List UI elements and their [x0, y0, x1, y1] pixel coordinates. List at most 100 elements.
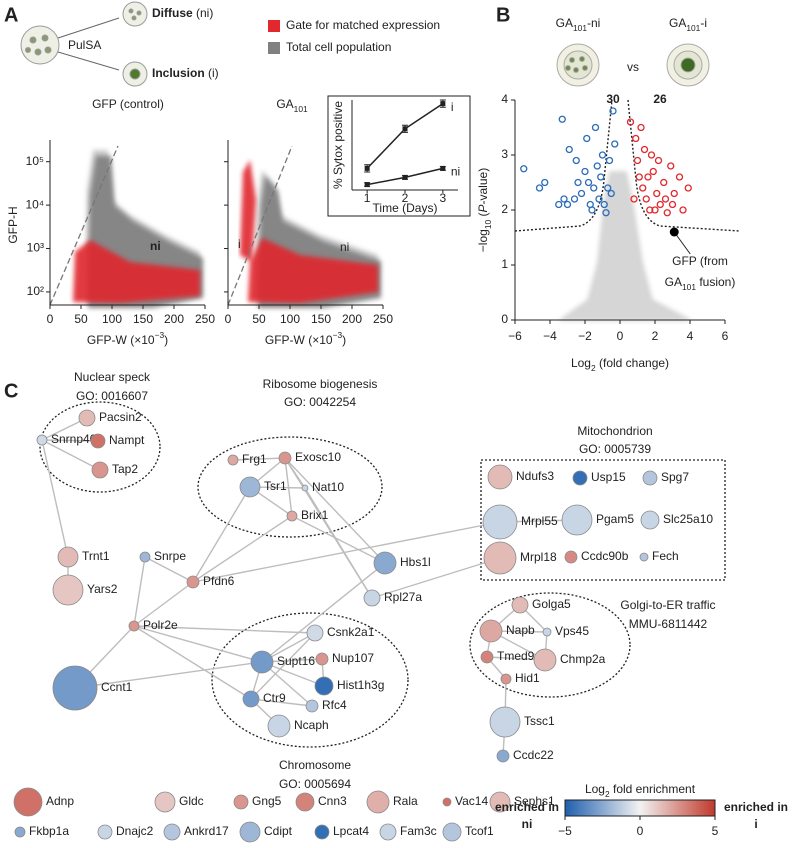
protein-point	[581, 167, 589, 176]
protein-node	[13, 787, 43, 817]
series-label: i	[451, 100, 454, 114]
x-tick-label: 0	[617, 329, 624, 343]
text-run: fusion)	[696, 275, 735, 289]
node-label: Tmed9	[497, 649, 535, 663]
node-label: Snrnp40	[51, 432, 97, 446]
node-label: Ccdc90b	[581, 549, 629, 563]
text-run: GFP-W (×10	[87, 333, 155, 347]
protein-point	[637, 123, 645, 132]
group-title: Ribosome biogenesis	[263, 377, 378, 391]
protein-node	[373, 551, 397, 575]
interaction-edge	[133, 556, 146, 627]
protein-point	[574, 178, 582, 187]
panel-label: C	[4, 380, 18, 402]
y-axis-label: −log10 (P-value)	[476, 168, 493, 252]
protein-node	[163, 823, 181, 841]
legend-swatch	[268, 42, 280, 54]
protein-node	[90, 433, 106, 449]
protein-node	[533, 648, 557, 672]
group-title: Chromosome	[279, 758, 351, 772]
protein-point	[654, 156, 663, 165]
node-label: Adnp	[46, 794, 74, 808]
sample-title: GA101-i	[669, 16, 707, 33]
legend-swatch	[268, 20, 280, 32]
sample-title: GA101-ni	[556, 16, 601, 33]
protein-node	[306, 624, 324, 642]
text-run: GA	[556, 16, 573, 30]
node-label: Tap2	[112, 462, 138, 476]
protein-node	[363, 589, 381, 607]
x-axis-label: GFP-W (×10−3)	[87, 330, 168, 347]
y-tick-label: 10⁵	[26, 154, 44, 168]
group-id: MMU-6811442	[629, 617, 708, 631]
x-tick-label: −2	[578, 329, 592, 343]
interaction-edge	[74, 661, 263, 689]
point	[402, 174, 408, 180]
group-title: Golgi-to-ER traffic	[620, 598, 715, 612]
protein-point	[584, 178, 593, 187]
text-run: GFP (control)	[92, 97, 164, 111]
schematic-diffuse: Diffuse (ni)	[152, 6, 213, 20]
protein-point	[604, 184, 612, 192]
protein-point	[611, 140, 619, 148]
node-label: Yars2	[87, 582, 118, 596]
y-tick-label: 3	[501, 147, 508, 161]
protein-node	[379, 823, 397, 841]
node-label: Ndufs3	[516, 469, 554, 483]
protein-point	[670, 189, 678, 198]
x-tick-label: 0	[47, 312, 54, 326]
x-tick-label: 250	[195, 312, 215, 326]
x-axis-label: Log2 (fold change)	[571, 356, 669, 373]
protein-point	[640, 145, 649, 154]
text-run: Log	[571, 356, 591, 370]
x-tick-label: 150	[133, 312, 153, 326]
node-label: Snrpe	[154, 549, 186, 563]
protein-node	[642, 470, 658, 486]
node-label: Ctr9	[263, 691, 286, 705]
plot-title: GA101	[276, 97, 308, 114]
protein-point	[591, 123, 600, 132]
protein-node	[564, 550, 578, 564]
interaction-edge	[261, 562, 386, 663]
x-tick-label: 0	[225, 312, 232, 326]
sample-icons	[556, 43, 710, 87]
x-axis-label: GFP-W (×10−3)	[265, 330, 346, 347]
gated-population	[73, 240, 200, 303]
group-outline	[469, 592, 631, 698]
text-run: (	[476, 213, 490, 220]
colorbar-end-label: ni	[522, 817, 533, 831]
protein-point	[609, 107, 617, 115]
protein-node	[36, 434, 48, 446]
node-label: Hbs1l	[400, 555, 431, 569]
protein-point	[632, 134, 640, 143]
text-run: GA	[665, 275, 682, 289]
annotation-leader	[673, 231, 691, 255]
series-label: ni	[451, 165, 460, 179]
protein-point	[667, 162, 675, 170]
protein-node	[91, 461, 109, 479]
background-proteins	[558, 171, 691, 321]
node-label: Ncaph	[294, 718, 329, 732]
protein-point	[661, 195, 670, 203]
protein-point	[653, 189, 661, 198]
interaction-edge	[371, 557, 501, 599]
protein-point	[563, 200, 572, 209]
y-axis-label: % Sytox positive	[331, 101, 345, 189]
text-run: (ni)	[193, 6, 214, 20]
significant-count: 30	[606, 92, 620, 106]
x-tick-label: −6	[508, 329, 522, 343]
node-label: Rpl27a	[384, 590, 422, 604]
protein-point	[668, 200, 677, 209]
group-id: GO: 0005739	[579, 442, 651, 456]
y-tick-label: 0	[501, 312, 508, 326]
colorbar-end-label: enriched in	[724, 800, 788, 814]
node-label: Exosc10	[295, 450, 341, 464]
interaction-edge	[41, 439, 99, 442]
group-id: GO: 0005694	[279, 777, 351, 791]
text-run: 101	[682, 282, 696, 292]
text-run: 2	[605, 789, 610, 799]
colorbar-tick-label: 5	[712, 824, 719, 838]
protein-point	[646, 206, 654, 214]
node-label: Ccdc22	[513, 748, 554, 762]
node-label: Pfdn6	[203, 574, 235, 588]
